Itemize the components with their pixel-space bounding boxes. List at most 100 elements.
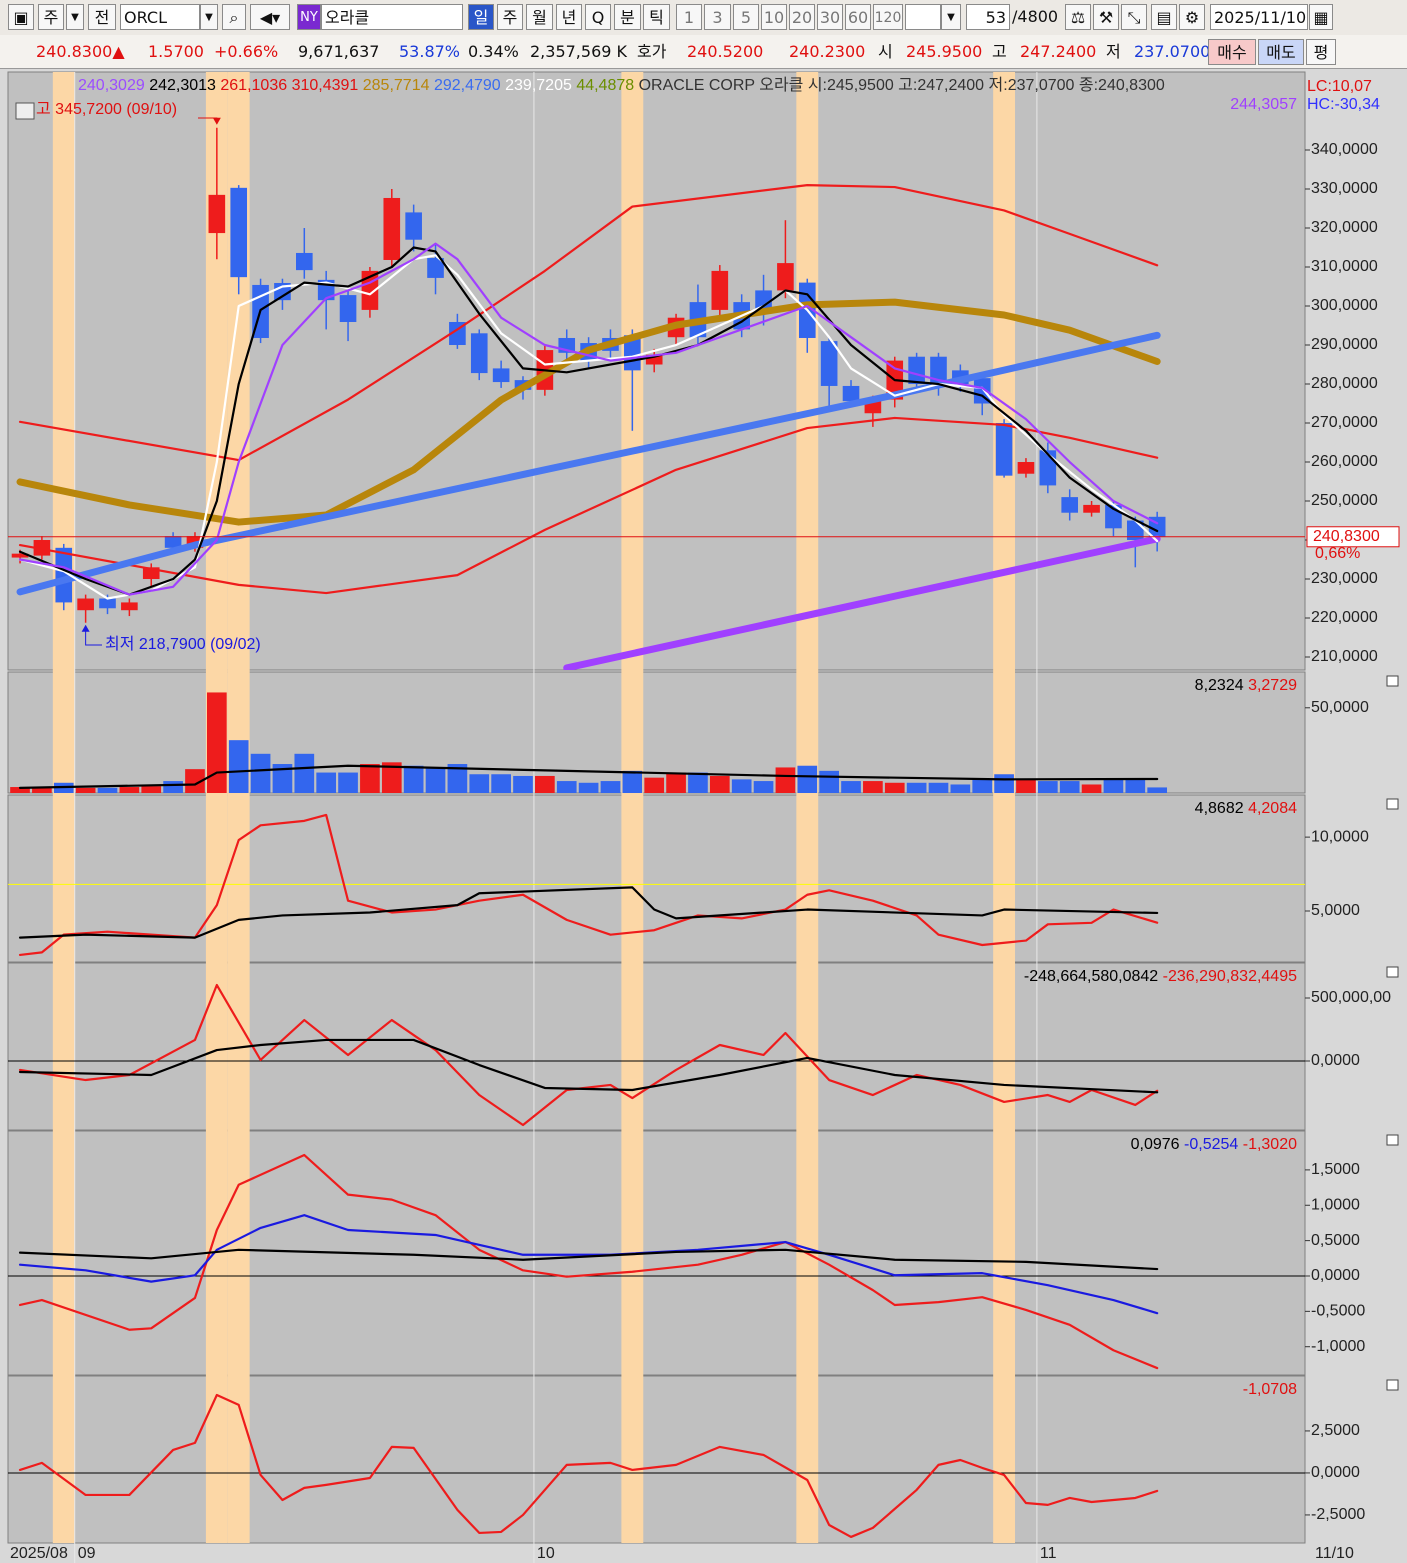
interval-button[interactable]: 5 (733, 4, 759, 30)
y-tick-label: 340,0000 (1311, 141, 1378, 158)
avg-button[interactable]: 평 (1306, 39, 1336, 65)
volume-bar (10, 787, 30, 793)
calendar-icon[interactable]: ▦ (1309, 4, 1333, 30)
candle-body (208, 194, 226, 234)
volume-bar (1059, 781, 1080, 793)
header-value: -236,290,832,4495 (1163, 968, 1297, 985)
volume-bar (1103, 779, 1124, 793)
search-icon[interactable]: ⌕ (222, 4, 246, 30)
ask: 240.5200 (687, 42, 764, 61)
panel-close-icon (1386, 675, 1399, 687)
tool-icon[interactable]: ⚖ (1065, 4, 1091, 30)
period-button[interactable]: 월 (526, 4, 553, 30)
volume-bar (556, 781, 577, 793)
high-arrowhead (212, 117, 221, 125)
bid: 240.2300 (789, 42, 866, 61)
candle-body (755, 290, 772, 312)
y-tick-label: 0,0000 (1311, 1052, 1360, 1069)
low-arrow (85, 625, 102, 646)
volume-bar (906, 782, 927, 793)
volume-bar (163, 781, 183, 793)
volume-bar (469, 774, 490, 793)
header-value: 310,4391 (292, 77, 359, 94)
y-tick-label: 1,0000 (1311, 1196, 1360, 1213)
panel (11, 127, 1166, 670)
dropdown[interactable]: ▼ (941, 4, 961, 30)
period-button[interactable]: 주 (497, 4, 523, 30)
symbol-input[interactable]: ORCL (120, 4, 200, 30)
menu-icon[interactable]: ▣ (8, 4, 34, 30)
y-tick-label: 280,0000 (1311, 375, 1378, 392)
sell-button[interactable]: 매도 (1258, 39, 1304, 65)
panel-close-icon (1386, 798, 1399, 810)
volume-bar (709, 775, 730, 793)
header-value: 242,3013 (149, 77, 216, 94)
indicator-line (18, 416, 1159, 595)
volume-bar (338, 772, 358, 793)
candle-body (121, 602, 138, 611)
header-value: -0,5254 (1184, 1136, 1238, 1153)
dropdown[interactable]: ▼ (200, 4, 218, 30)
volume-bar (1016, 779, 1036, 793)
period-button[interactable]: Q (585, 4, 611, 30)
interval-button[interactable]: 30 (817, 4, 843, 30)
panel (10, 692, 1168, 793)
indicator-line (18, 246, 1159, 596)
button[interactable]: 주 (38, 4, 64, 30)
highlight-column (227, 72, 250, 1543)
header-value: 4,2084 (1248, 800, 1297, 817)
button[interactable]: 전 (88, 4, 116, 30)
volume-bar (119, 787, 140, 793)
tool-icon[interactable]: ⚒ (1093, 4, 1119, 30)
period-button[interactable]: 분 (614, 4, 641, 30)
tool-icon[interactable]: ⤡ (1121, 4, 1147, 30)
interval-button[interactable]: 1 (676, 4, 702, 30)
price: 240.8300▲ (36, 42, 125, 61)
volume-bar (1147, 787, 1168, 793)
quote-bar: 240.8300▲ 1.5700 +0.66% 9,671,637 53.87%… (0, 35, 1407, 69)
x-start-label: 2025/08 (10, 1545, 68, 1562)
toolbar: ▣ 주 ▼ 전 ORCL ▼ ⌕ ◀▾ NY 오라클 일 주 월 년 Q 분 틱… (0, 0, 1407, 36)
volume-bar (950, 784, 971, 793)
count-input[interactable]: 53 (966, 4, 1010, 30)
period-button[interactable]: 년 (556, 4, 582, 30)
volume-bar (688, 772, 708, 793)
high-label: 고 345,7200 (09/10) (36, 101, 177, 118)
header-note: 244,3057 (1230, 96, 1297, 113)
interval-button[interactable]: 3 (704, 4, 731, 30)
period-button[interactable]: 일 (468, 4, 494, 30)
interval-button[interactable]: 60 (845, 4, 871, 30)
header-value: 44,4878 (576, 77, 634, 94)
indicator-line (18, 1214, 1159, 1315)
save-icon[interactable]: ▤ (1151, 4, 1177, 30)
volume-bar (403, 765, 424, 793)
settings-icon[interactable]: ⚙ (1179, 4, 1205, 30)
period-button[interactable]: 틱 (643, 4, 670, 30)
name-input[interactable]: 오라클 (321, 4, 463, 30)
interval-button[interactable]: 10 (761, 4, 787, 30)
header-value: ORACLE CORP 오라클 시:245,9500 고:247,2400 저:… (639, 76, 1165, 94)
panel-background (7, 962, 1306, 1131)
panel-background (7, 794, 1306, 963)
interval-input[interactable] (905, 4, 941, 30)
indicator-line (18, 1038, 1159, 1094)
label: 저 (1106, 42, 1121, 61)
y-tick-label: 50,0000 (1311, 699, 1369, 716)
dropdown[interactable]: ▼ (66, 4, 84, 30)
interval-button[interactable]: 20 (789, 4, 815, 30)
label: 고 (992, 42, 1007, 61)
header-value: -248,664,580,0842 (1024, 968, 1158, 985)
buy-button[interactable]: 매수 (1208, 39, 1256, 65)
y-tick-label: 500,000,00 (1311, 989, 1391, 1006)
low-label: 최저 218,7900 (09/02) (105, 635, 261, 653)
change: 1.5700 (148, 42, 204, 61)
header-value: 4,8682 (1195, 800, 1244, 817)
volume-bar (294, 753, 315, 793)
volume-bar (491, 774, 511, 793)
sound-icon[interactable]: ◀▾ (250, 4, 290, 30)
y-tick-label: 0,0000 (1311, 1464, 1360, 1481)
interval-button[interactable]: 120 (873, 4, 903, 30)
count-total: /4800 (1012, 7, 1059, 26)
date-input[interactable]: 2025/11/10 (1210, 4, 1308, 30)
indicator-line (18, 1393, 1159, 1539)
